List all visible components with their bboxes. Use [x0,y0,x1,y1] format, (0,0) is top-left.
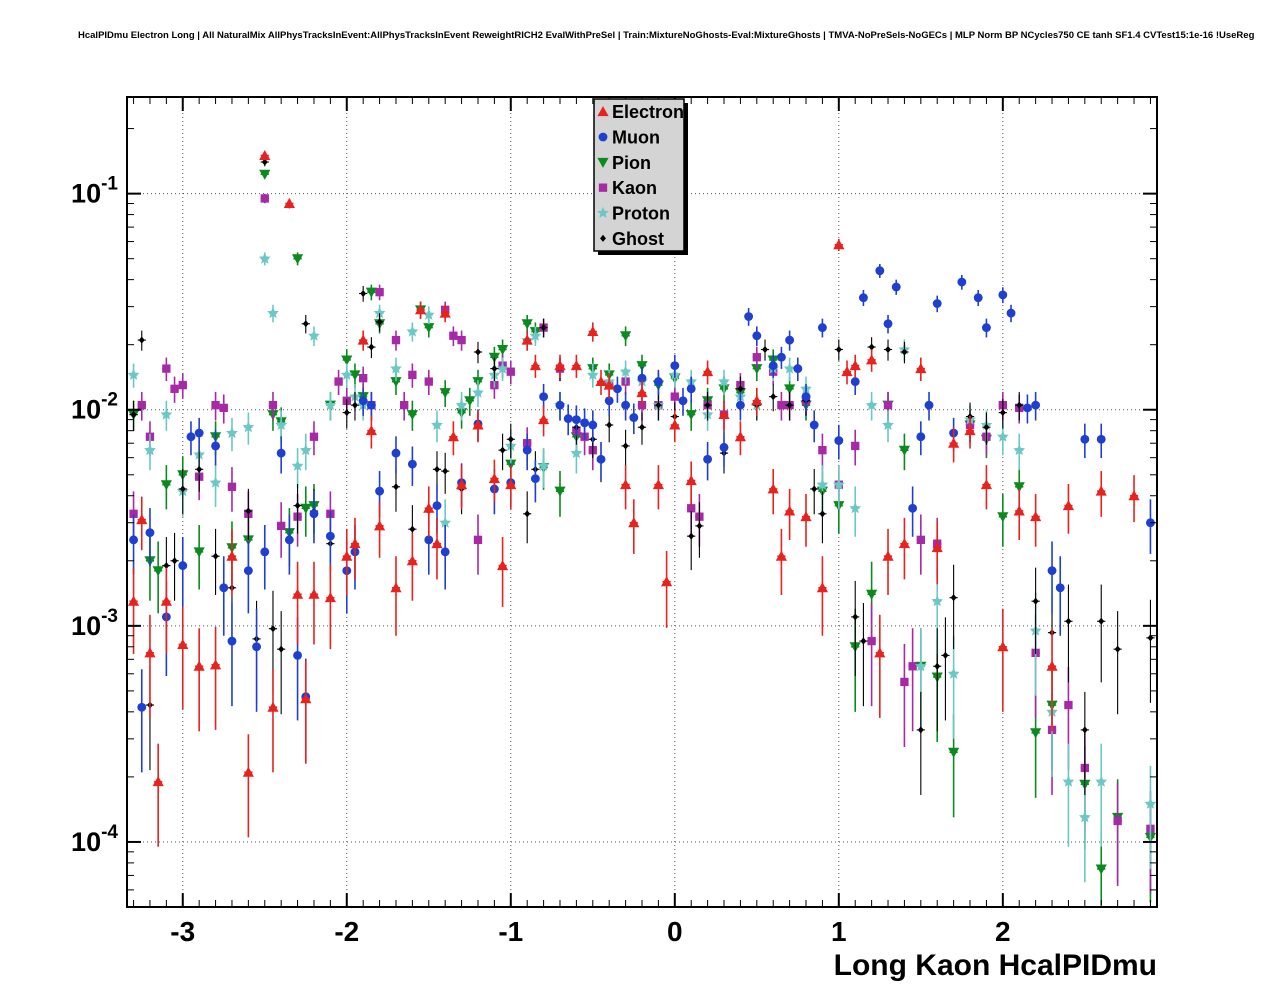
legend-label: Muon [612,128,660,148]
legend-label: Ghost [612,229,664,249]
y-tick-label: 10-1 [71,174,118,209]
x-tick-label: 0 [667,916,683,947]
axis-ticks [127,97,1157,907]
legend-box [593,98,685,252]
y-tick-label: 10-4 [71,822,118,857]
x-tick-label: 1 [831,916,847,947]
legend: Electron Muon Pion Kaon Proton Ghost [593,98,688,255]
legend-label: Kaon [612,178,657,198]
legend-entry-ghost: Ghost [600,229,664,249]
x-tick-label: 2 [995,916,1011,947]
y-tick-label: 10-3 [71,606,118,641]
series-electron [127,149,1140,847]
x-tick-label: -3 [170,916,195,947]
x-tick-label: -1 [498,916,523,947]
chart-title: HcalPIDmu Electron Long | All NaturalMix… [78,30,1255,41]
legend-entry-pion: Pion [597,153,651,173]
x-axis-labels: -3 -2 -1 0 1 2 [170,916,1010,947]
legend-label: Electron [612,102,684,122]
legend-entry-kaon: Kaon [598,178,657,198]
x-tick-label: -2 [334,916,359,947]
legend-entry-electron: Electron [597,102,684,122]
y-tick-label: 10-2 [71,390,118,425]
y-axis-labels: 10-4 10-3 10-2 10-1 [71,174,118,857]
legend-label: Pion [612,153,651,173]
legend-entry-proton: Proton [597,204,670,224]
x-axis-title: Long Kaon HcalPIDmu [834,949,1157,982]
legend-entry-muon: Muon [598,128,660,148]
legend-label: Proton [612,204,670,224]
